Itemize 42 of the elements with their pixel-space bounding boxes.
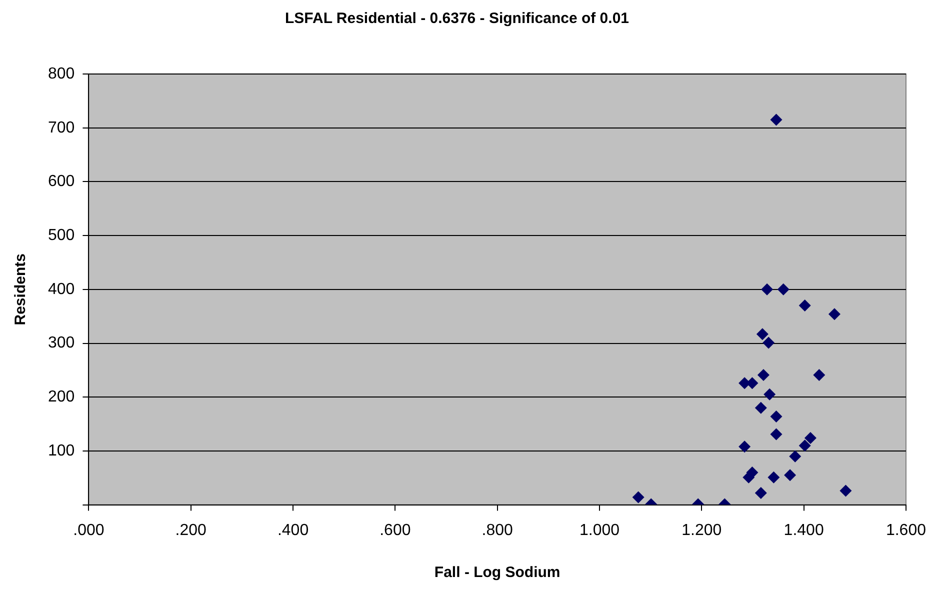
x-tick-label: 1.200: [682, 522, 722, 539]
y-tick-label: 700: [48, 119, 75, 136]
point: [632, 491, 644, 504]
y-tick-label: 100: [48, 442, 75, 460]
x-tick-label: .600: [380, 522, 411, 539]
chart-title: LSFAL Residential - 0.6376 - Significance of 0.01: [284, 10, 630, 28]
point: [738, 440, 751, 453]
x-tick-label: .200: [175, 522, 207, 539]
point: [804, 432, 816, 444]
x-tick-label: 1.000: [579, 522, 620, 539]
x-tick-label: 1.600: [886, 522, 926, 539]
point: [784, 469, 796, 482]
point: [764, 388, 776, 400]
point: [828, 308, 840, 320]
y-tick-label: 600: [48, 173, 75, 190]
point: [761, 283, 774, 296]
point: [770, 410, 782, 422]
point: [798, 300, 811, 312]
y-tick-label: 200: [48, 388, 75, 406]
x-tick-label: .400: [277, 522, 309, 539]
point: [768, 471, 780, 484]
y-tick-label: 500: [48, 226, 75, 244]
x-tick-label: .000: [73, 522, 104, 539]
x-tick-label: .800: [482, 522, 514, 539]
point: [762, 336, 775, 349]
y-tick-label: 400: [48, 280, 75, 298]
point: [770, 428, 782, 440]
point: [757, 369, 770, 382]
point: [840, 484, 852, 497]
point: [756, 328, 768, 340]
point: [798, 440, 811, 452]
y-tick-label: 300: [48, 334, 75, 352]
y-axis-title: Residents: [12, 254, 30, 326]
point: [770, 114, 782, 126]
y-tick-label: 800: [48, 65, 75, 82]
point: [789, 450, 802, 462]
point: [754, 402, 767, 414]
x-tick-label: 1.400: [784, 522, 824, 539]
point: [813, 369, 826, 382]
x-axis-title: Fall - Log Sodium: [434, 564, 560, 582]
point: [754, 486, 767, 499]
point: [777, 283, 790, 296]
